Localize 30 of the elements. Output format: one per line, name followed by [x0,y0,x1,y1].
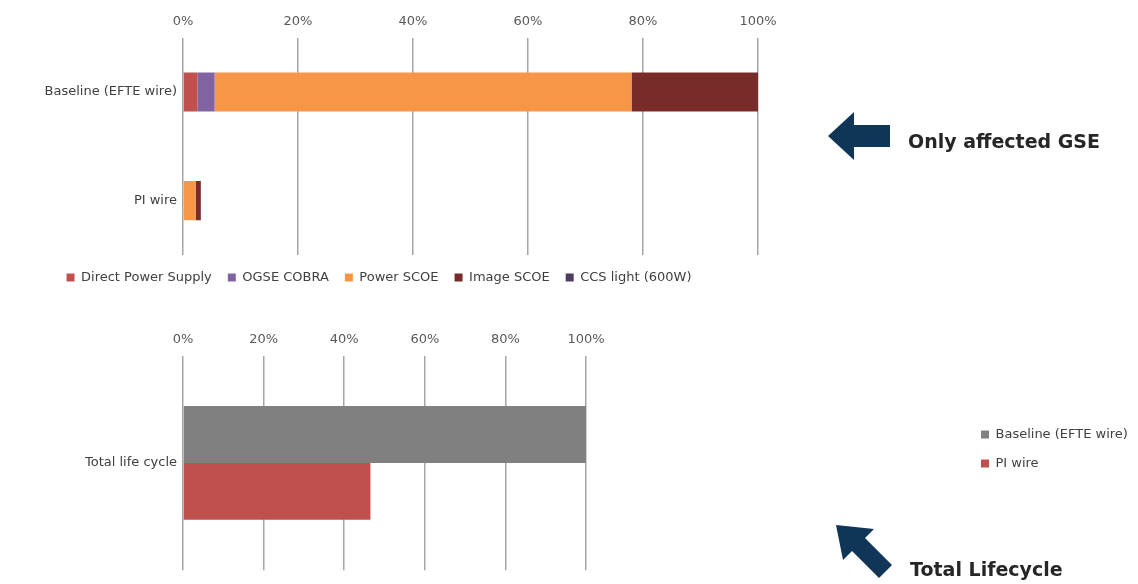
x-tick-label: 20% [283,13,313,29]
legend-label: Direct Power Supply [81,268,213,284]
legend-label: CCS light (600W) [580,268,692,284]
text: Total Lifecycle [910,558,1063,580]
x-tick-label: 100% [739,13,777,29]
legend-label: Power SCOE [359,268,439,284]
y-tick-label: Baseline (EFTE wire) [44,83,177,99]
legend-label: Baseline (EFTE wire) [995,425,1128,441]
x-tick-label: 80% [490,331,520,347]
x-tick-label: 80% [628,13,658,29]
legend-label: OGSE COBRA [242,268,329,284]
x-tick-label: 0% [172,331,194,347]
x-tick-label: 40% [398,13,428,29]
bar [195,181,201,221]
bar [197,72,215,112]
bar [214,72,632,112]
x-tick-label: 60% [513,13,543,29]
bar [183,181,196,221]
x-tick-label: 60% [410,331,440,347]
y-tick-label: PI wire [133,192,177,208]
x-tick-label: 20% [249,331,279,347]
y-tick-label: Total life cycle [83,454,177,470]
x-tick-label: 40% [329,331,359,347]
bar [631,72,758,112]
text: Only affected GSE [908,130,1100,152]
x-tick-label: 0% [172,13,194,29]
bar [183,72,198,112]
legend-label: Image SCOE [469,268,550,284]
legend-label: PI wire [995,454,1039,470]
x-tick-label: 100% [567,331,605,347]
